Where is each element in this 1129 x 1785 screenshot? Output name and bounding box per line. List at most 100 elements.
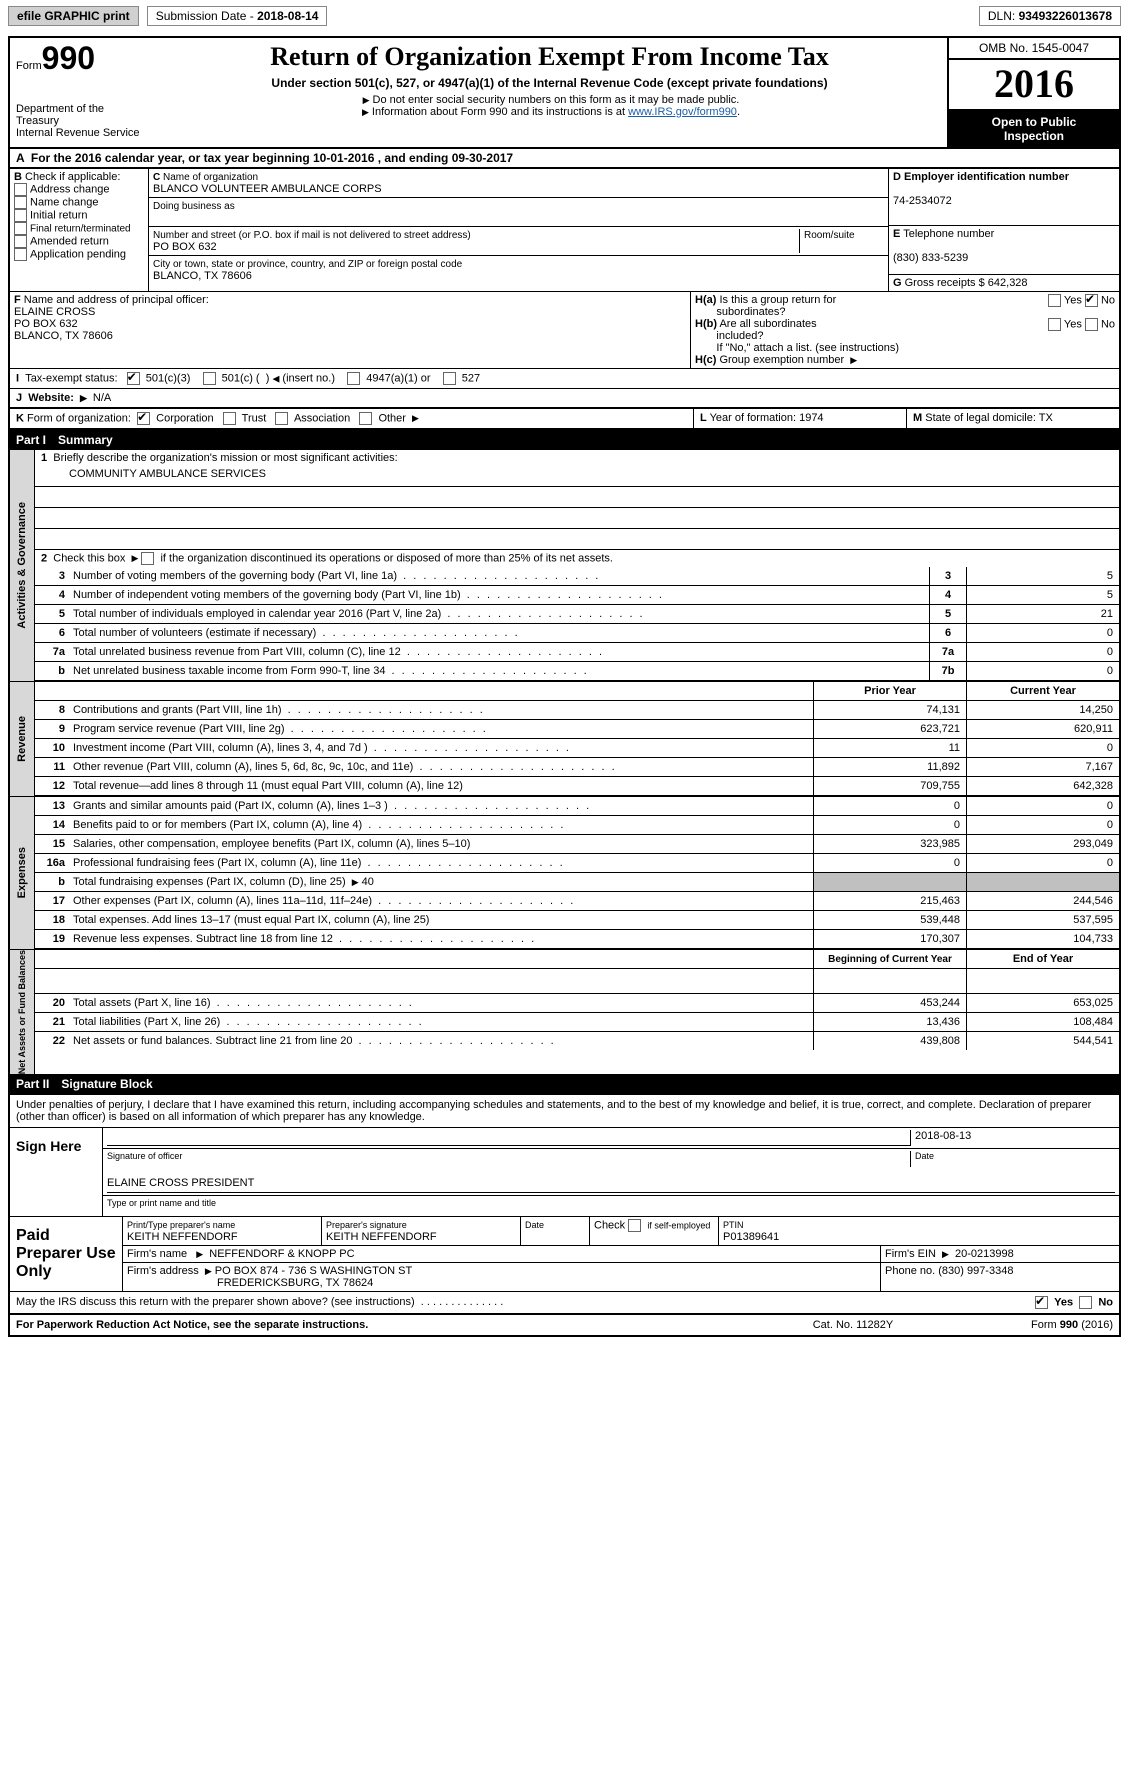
val-5: 21 (967, 605, 1119, 623)
part2-header: Part IISignature Block (10, 1074, 1119, 1094)
curr-17: 244,546 (966, 892, 1119, 910)
section-m: M State of legal domicile: TX (906, 409, 1119, 428)
val-7a: 0 (967, 643, 1119, 661)
form-page: Form990 Department of the Treasury Inter… (8, 36, 1121, 1337)
preparer-sig: KEITH NEFFENDORF (326, 1231, 437, 1243)
section-f: F Name and address of principal officer:… (10, 292, 691, 368)
footer: For Paperwork Reduction Act Notice, see … (10, 1313, 1119, 1335)
section-j: J Website: N/A (10, 389, 1119, 409)
curr-18: 537,595 (966, 911, 1119, 929)
submission-date-field: Submission Date - 2018-08-14 (147, 6, 328, 26)
firm-address: PO BOX 874 - 736 S WASHINGTON ST (215, 1265, 412, 1277)
prior-18: 539,448 (813, 911, 966, 929)
checkbox-application-pending[interactable] (14, 248, 27, 261)
tab-expenses: Expenses (10, 797, 35, 949)
checkbox-discuss-no[interactable] (1079, 1296, 1092, 1309)
val-4: 5 (967, 586, 1119, 604)
checkbox-initial-return[interactable] (14, 209, 27, 222)
tax-year: 2016 (949, 60, 1119, 111)
curr-9: 620,911 (966, 720, 1119, 738)
part1-header: Part ISummary (10, 430, 1119, 450)
public-inspection: Open to PublicInspection (949, 111, 1119, 147)
val-3: 5 (967, 567, 1119, 585)
curr-15: 293,049 (966, 835, 1119, 853)
form-title: Return of Organization Exempt From Incom… (172, 42, 927, 72)
tab-governance: Activities & Governance (10, 450, 35, 681)
org-city: BLANCO, TX 78606 (153, 270, 252, 282)
section-l: L Year of formation: 1974 (693, 409, 906, 428)
org-name: BLANCO VOLUNTEER AMBULANCE CORPS (153, 183, 382, 195)
firm-name: NEFFENDORF & KNOPP PC (209, 1248, 354, 1260)
curr-16a: 0 (966, 854, 1119, 872)
section-k: K Form of organization: Corporation Trus… (10, 409, 693, 428)
prior-10: 11 (813, 739, 966, 757)
end-20: 653,025 (966, 994, 1119, 1012)
phone: (830) 833-5239 (893, 252, 968, 264)
section-b: B Check if applicable: Address change Na… (10, 169, 149, 291)
info-note: Information about Form 990 and its instr… (372, 106, 628, 118)
efile-print-button[interactable]: efile GRAPHIC print (8, 6, 139, 26)
val-7b: 0 (967, 662, 1119, 680)
end-21: 108,484 (966, 1013, 1119, 1031)
prior-12: 709,755 (813, 777, 966, 795)
org-street: PO BOX 632 (153, 241, 217, 253)
prior-15: 323,985 (813, 835, 966, 853)
form-subtitle: Under section 501(c), 527, or 4947(a)(1)… (172, 76, 927, 90)
checkbox-association[interactable] (275, 412, 288, 425)
checkbox-final-return[interactable] (14, 222, 27, 235)
omb-number: OMB No. 1545-0047 (949, 38, 1119, 60)
perjury-statement: Under penalties of perjury, I declare th… (10, 1095, 1119, 1128)
checkbox-501c[interactable] (203, 372, 216, 385)
gross-receipts: 642,328 (988, 277, 1028, 289)
sig-date: 2018-08-13 (910, 1130, 1115, 1146)
tab-revenue: Revenue (10, 682, 35, 796)
begin-21: 13,436 (813, 1013, 966, 1031)
checkbox-discontinued[interactable] (141, 552, 154, 565)
section-i: I Tax-exempt status: 501(c)(3) 501(c) ( … (10, 369, 1119, 389)
val-6: 0 (967, 624, 1119, 642)
checkbox-hb-no[interactable] (1085, 318, 1098, 331)
ssn-note: Do not enter social security numbers on … (172, 94, 927, 106)
prior-9: 623,721 (813, 720, 966, 738)
form-header: Form990 Department of the Treasury Inter… (10, 38, 1119, 149)
checkbox-527[interactable] (443, 372, 456, 385)
checkbox-self-employed[interactable] (628, 1219, 641, 1232)
section-deg: D Employer identification number74-25340… (888, 169, 1119, 291)
curr-11: 7,167 (966, 758, 1119, 776)
checkbox-name-change[interactable] (14, 196, 27, 209)
dept-line1: Department of the Treasury (16, 103, 146, 127)
checkbox-address-change[interactable] (14, 183, 27, 196)
prior-8: 74,131 (813, 701, 966, 719)
prior-19: 170,307 (813, 930, 966, 948)
checkbox-corporation[interactable] (137, 412, 150, 425)
curr-13: 0 (966, 797, 1119, 815)
prior-17: 215,463 (813, 892, 966, 910)
form-number: 990 (42, 40, 95, 76)
checkbox-ha-no[interactable] (1085, 294, 1098, 307)
checkbox-amended-return[interactable] (14, 235, 27, 248)
checkbox-other[interactable] (359, 412, 372, 425)
mission-text: COMMUNITY AMBULANCE SERVICES (35, 466, 1119, 487)
curr-8: 14,250 (966, 701, 1119, 719)
top-bar: efile GRAPHIC print Submission Date - 20… (0, 0, 1129, 32)
checkbox-ha-yes[interactable] (1048, 294, 1061, 307)
checkbox-discuss-yes[interactable] (1035, 1296, 1048, 1309)
ein: 74-2534072 (893, 195, 952, 207)
section-c: C Name of organizationBLANCO VOLUNTEER A… (149, 169, 888, 291)
checkbox-hb-yes[interactable] (1048, 318, 1061, 331)
checkbox-trust[interactable] (223, 412, 236, 425)
prior-11: 11,892 (813, 758, 966, 776)
checkbox-4947[interactable] (347, 372, 360, 385)
paid-preparer-label: Paid Preparer Use Only (10, 1217, 122, 1291)
end-22: 544,541 (966, 1032, 1119, 1050)
begin-22: 439,808 (813, 1032, 966, 1050)
prior-16a: 0 (813, 854, 966, 872)
irs-link[interactable]: www.IRS.gov/form990 (628, 106, 737, 118)
line-a: A For the 2016 calendar year, or tax yea… (10, 149, 1119, 169)
website-value: N/A (93, 392, 111, 404)
officer-printed-name: ELAINE CROSS PRESIDENT (107, 1177, 1115, 1193)
val-16b: 40 (362, 876, 374, 888)
curr-10: 0 (966, 739, 1119, 757)
checkbox-501c3[interactable] (127, 372, 140, 385)
section-h: H(a) Is this a group return forYes No su… (691, 292, 1119, 368)
